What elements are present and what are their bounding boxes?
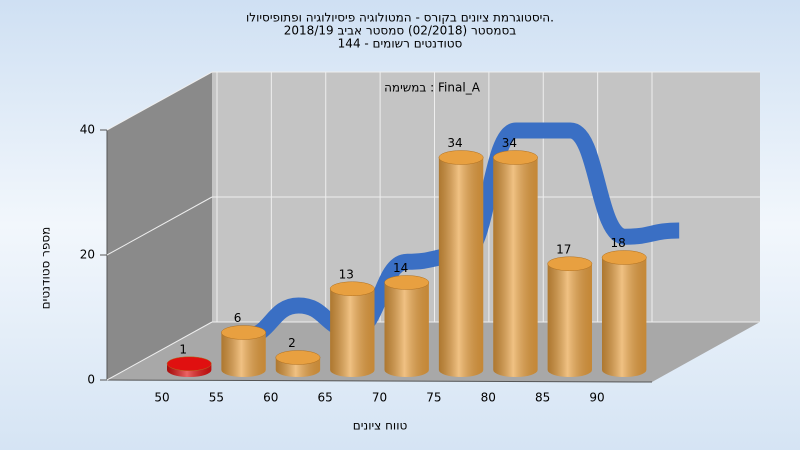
bar (547, 256, 593, 377)
chart-title: היסטוגרמת ציונים בקורס - המטולוגיה פיסיו… (246, 11, 554, 25)
bar-top (384, 275, 430, 290)
bar (493, 150, 538, 377)
bar-top (166, 356, 212, 371)
x-tick-label: 85 (535, 391, 550, 405)
y-axis-label: מספר סטודנטים (39, 227, 53, 310)
value-label: 17 (556, 242, 571, 256)
annotation: במשימה : Final_A (384, 81, 481, 95)
chart-subtitle: סטודנטים רשומים - 144 (338, 37, 463, 51)
bar (221, 325, 266, 377)
x-axis (106, 379, 653, 383)
bar-top (221, 325, 266, 340)
bar-top (493, 150, 538, 165)
bar-shade (547, 263, 592, 377)
bar-shade (384, 282, 429, 377)
bar (384, 275, 430, 377)
x-tick-label: 90 (589, 391, 604, 405)
value-label: 34 (447, 136, 462, 150)
x-tick-label: 60 (263, 391, 278, 405)
bar-top (547, 256, 593, 271)
bar-shade (330, 288, 375, 377)
value-label: 6 (234, 311, 242, 325)
bar-top (275, 350, 321, 365)
x-tick-label: 65 (317, 391, 332, 405)
y-tick-label: 0 (87, 373, 95, 387)
bar (166, 356, 212, 377)
x-tick-label: 50 (154, 391, 169, 405)
bar-top (601, 250, 647, 265)
x-tick-label: 70 (372, 391, 387, 405)
value-label: 1 (179, 342, 187, 356)
bar-shade (493, 157, 538, 377)
value-label: 2 (288, 336, 296, 350)
x-tick-label: 80 (481, 391, 496, 405)
bar (438, 150, 484, 377)
chart-subtitle: בסמסטר (02/2018) סמסטר אביב 2018/19 (284, 24, 516, 38)
bar-top (438, 150, 484, 165)
bar (601, 250, 647, 377)
grid-line (106, 71, 213, 131)
x-tick-label: 55 (209, 391, 224, 405)
value-label: 14 (393, 261, 408, 275)
bar-shade (602, 257, 647, 377)
x-tick-label: 75 (426, 391, 441, 405)
bar (275, 350, 321, 377)
bar-shade (221, 332, 266, 377)
bar (329, 281, 375, 377)
bar-shade (438, 157, 484, 377)
bar-top (329, 281, 375, 296)
y-tick-label: 20 (80, 248, 95, 262)
y-tick-label: 40 (80, 123, 95, 137)
grid-line (106, 321, 213, 381)
value-label: 18 (611, 236, 626, 250)
floor (107, 322, 760, 382)
x-axis-label: טווח ציונים (353, 419, 408, 433)
value-label: 13 (339, 267, 354, 281)
value-label: 34 (502, 136, 517, 150)
grid-line (106, 196, 213, 256)
